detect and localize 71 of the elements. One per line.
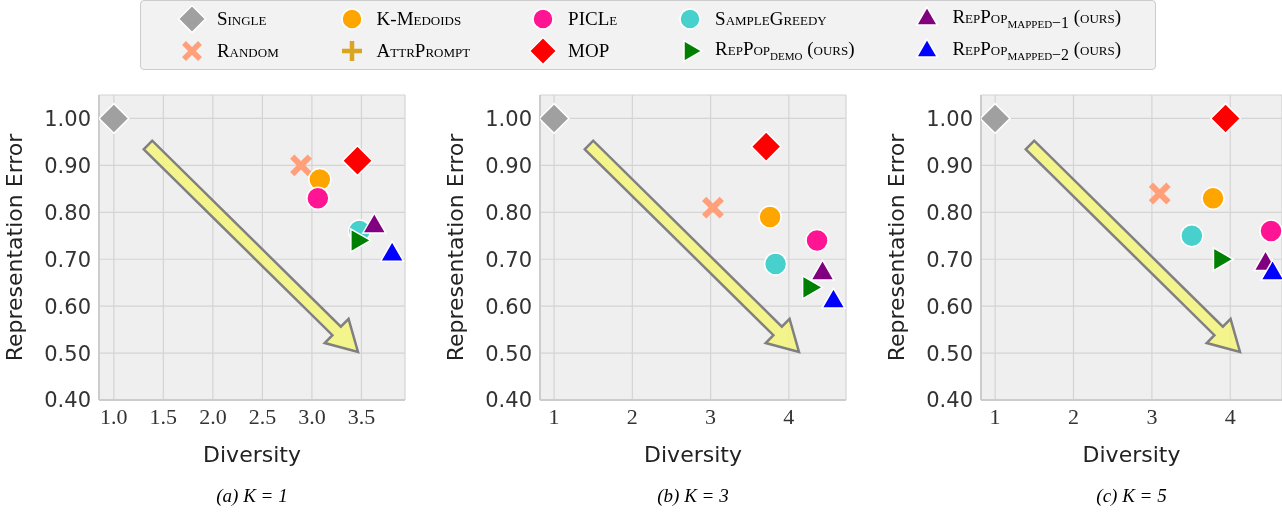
y-tick-label: 0.80 <box>926 200 973 225</box>
point <box>763 252 788 276</box>
point <box>981 102 1011 135</box>
legend-label: SampleGreedy <box>715 8 827 30</box>
y-tick-label: 0.50 <box>44 341 91 366</box>
y-tick-label: 0.70 <box>44 247 91 272</box>
text: (b) K = 3 <box>656 485 730 507</box>
point <box>1147 181 1172 206</box>
point <box>750 131 782 163</box>
point <box>99 102 130 135</box>
point <box>1180 224 1204 248</box>
x-tick-label: 1 <box>548 403 560 429</box>
y-tick-label: 0.60 <box>485 294 532 319</box>
point <box>805 228 829 253</box>
y-tick-label: 0.70 <box>485 247 532 272</box>
y-tick-label: 1.00 <box>485 106 532 131</box>
legend-label: PICLe <box>568 8 618 30</box>
y-tick-label: 0.40 <box>485 388 532 413</box>
y-tick-label: 1.00 <box>926 106 973 131</box>
x-axis-title: Diversity <box>203 442 301 467</box>
point <box>308 167 332 192</box>
point <box>1259 219 1282 243</box>
legend-label: Single <box>216 8 267 30</box>
point <box>306 186 330 210</box>
point <box>289 153 313 178</box>
y-tick-label: 0.50 <box>926 341 973 366</box>
legend-label: MOP <box>568 40 610 62</box>
x-tick-label: 2.5 <box>248 403 277 429</box>
point <box>1209 102 1242 135</box>
point <box>701 195 725 220</box>
y-tick-label: 0.90 <box>485 153 532 178</box>
x-axis-title: Diversity <box>1082 442 1181 467</box>
x-tick-label: 1.5 <box>149 403 178 429</box>
y-tick-label: 0.60 <box>926 294 973 319</box>
y-tick-label: 0.70 <box>926 247 973 272</box>
x-axis-title: Diversity <box>644 442 742 467</box>
y-tick-label: 0.90 <box>926 153 973 178</box>
y-tick-label: 0.80 <box>44 200 91 225</box>
x-tick-label: 4 <box>1224 403 1236 429</box>
y-tick-label: 0.60 <box>44 294 91 319</box>
point <box>1201 186 1225 210</box>
y-axis-title: Representation Error <box>442 132 468 362</box>
legend-label: K-Medoids <box>376 8 462 30</box>
x-tick-label: 1.0 <box>100 403 128 429</box>
y-axis-title: Representation Error <box>1 132 27 362</box>
text: (c) K = 5 <box>1095 485 1168 507</box>
legend-label: Random <box>216 40 279 62</box>
legend-label: RepPop$_{mapped−2}$ (ours) <box>952 38 1122 64</box>
x-tick-label: 2 <box>626 403 638 429</box>
point <box>341 145 374 177</box>
y-tick-label: 0.50 <box>485 341 532 366</box>
x-tick-label: 3.5 <box>347 403 376 429</box>
x-tick-label: 3.0 <box>298 403 326 429</box>
x-tick-label: 4 <box>783 403 795 429</box>
legend-label: RepPop$_{demo}$ (ours) <box>715 38 855 64</box>
y-tick-label: 1.00 <box>44 106 91 131</box>
x-tick-label: 2 <box>1067 403 1079 429</box>
y-tick-label: 0.90 <box>44 153 91 178</box>
x-tick-label: 3 <box>705 403 717 429</box>
x-tick-label: 1 <box>989 403 1001 429</box>
legend-label: RepPop$_{mapped−1}$ (ours) <box>952 6 1122 32</box>
y-axis-title: Representation Error <box>883 132 909 362</box>
x-tick-label: 2.0 <box>199 403 227 429</box>
point <box>540 102 570 135</box>
y-tick-label: 0.40 <box>44 388 91 413</box>
x-tick-label: 3 <box>1146 403 1158 429</box>
point <box>758 205 782 229</box>
y-tick-label: 0.80 <box>485 200 532 225</box>
legend-label: AttrPrompt <box>376 40 471 62</box>
text: (a) K = 1 <box>215 485 289 507</box>
y-tick-label: 0.40 <box>926 388 973 413</box>
